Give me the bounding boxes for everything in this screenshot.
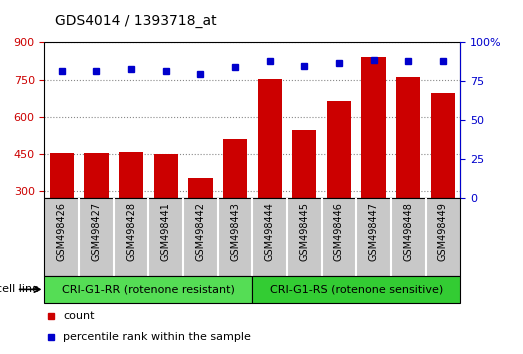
Bar — [50, 153, 74, 198]
Text: GSM498446: GSM498446 — [334, 202, 344, 261]
Text: GSM498445: GSM498445 — [299, 202, 309, 261]
Bar — [292, 130, 316, 198]
Text: GSM498448: GSM498448 — [403, 202, 413, 261]
Text: GSM498428: GSM498428 — [126, 202, 136, 261]
Bar — [223, 139, 247, 198]
Bar — [396, 77, 420, 198]
Text: GDS4014 / 1393718_at: GDS4014 / 1393718_at — [55, 14, 217, 28]
Bar — [361, 57, 386, 198]
Text: GSM498447: GSM498447 — [369, 202, 379, 261]
Bar — [327, 101, 351, 198]
Text: GSM498449: GSM498449 — [438, 202, 448, 261]
Bar — [253, 276, 460, 303]
Text: GSM498426: GSM498426 — [57, 202, 67, 261]
Bar — [44, 276, 252, 303]
Text: GSM498442: GSM498442 — [196, 202, 206, 261]
Bar — [188, 178, 212, 198]
Text: GSM498444: GSM498444 — [265, 202, 275, 261]
Bar — [431, 93, 455, 198]
Text: cell line: cell line — [0, 284, 39, 295]
Text: CRI-G1-RR (rotenone resistant): CRI-G1-RR (rotenone resistant) — [62, 284, 235, 295]
Text: GSM498443: GSM498443 — [230, 202, 240, 261]
Text: percentile rank within the sample: percentile rank within the sample — [63, 332, 251, 342]
Bar — [257, 79, 282, 198]
Bar — [119, 152, 143, 198]
Text: CRI-G1-RS (rotenone sensitive): CRI-G1-RS (rotenone sensitive) — [270, 284, 443, 295]
Text: count: count — [63, 311, 95, 321]
Bar — [154, 154, 178, 198]
Text: GSM498427: GSM498427 — [92, 202, 101, 261]
Text: GSM498441: GSM498441 — [161, 202, 170, 261]
Bar — [84, 153, 109, 198]
